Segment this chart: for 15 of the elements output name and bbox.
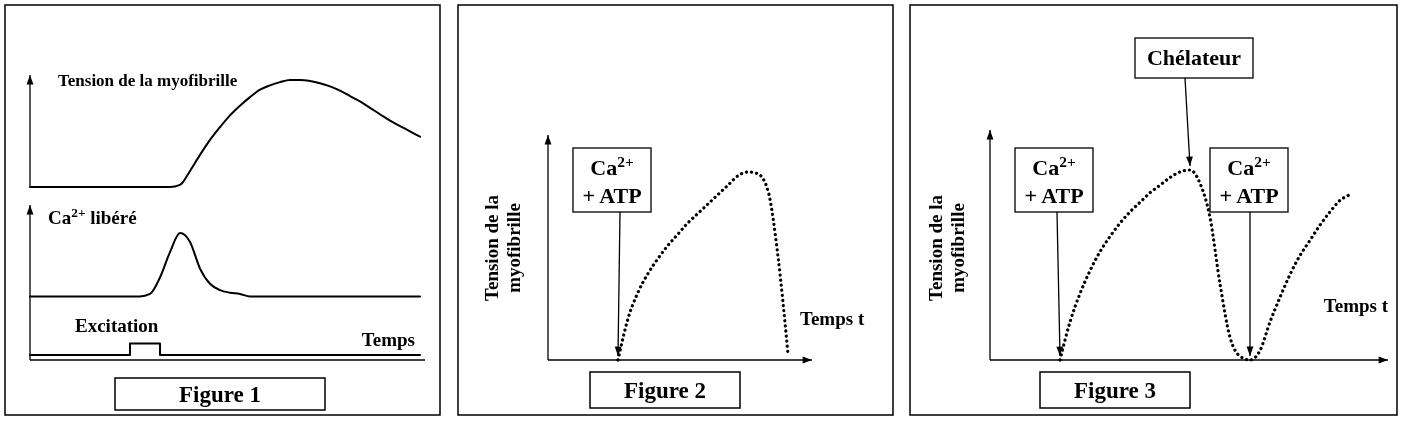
text: Chélateur bbox=[1146, 45, 1242, 70]
x-axis-title: Temps t bbox=[1323, 295, 1389, 316]
y-axis-title: Tension de la myofibrille bbox=[58, 71, 238, 90]
annotation: Ca$^{2+}$ + ATP bbox=[1024, 152, 1084, 208]
text: Figure 3 bbox=[1074, 378, 1156, 403]
y-axis-title: Ca$^{2+}$ libéré bbox=[48, 204, 137, 228]
x-axis-title: Temps t bbox=[800, 308, 865, 329]
text: Figure 1 bbox=[179, 382, 261, 407]
y-axis-title: Tension de la myofibrille bbox=[925, 194, 968, 301]
text: Figure 2 bbox=[624, 378, 706, 403]
annotation: Ca$^{2+}$ + ATP bbox=[1219, 152, 1279, 208]
annotation: Ca$^{2+}$ + ATP bbox=[582, 152, 642, 208]
annotation: Excitation bbox=[75, 315, 159, 336]
x-axis-title: Temps bbox=[361, 329, 415, 350]
y-axis-title: Tension de la myofibrille bbox=[481, 194, 524, 301]
